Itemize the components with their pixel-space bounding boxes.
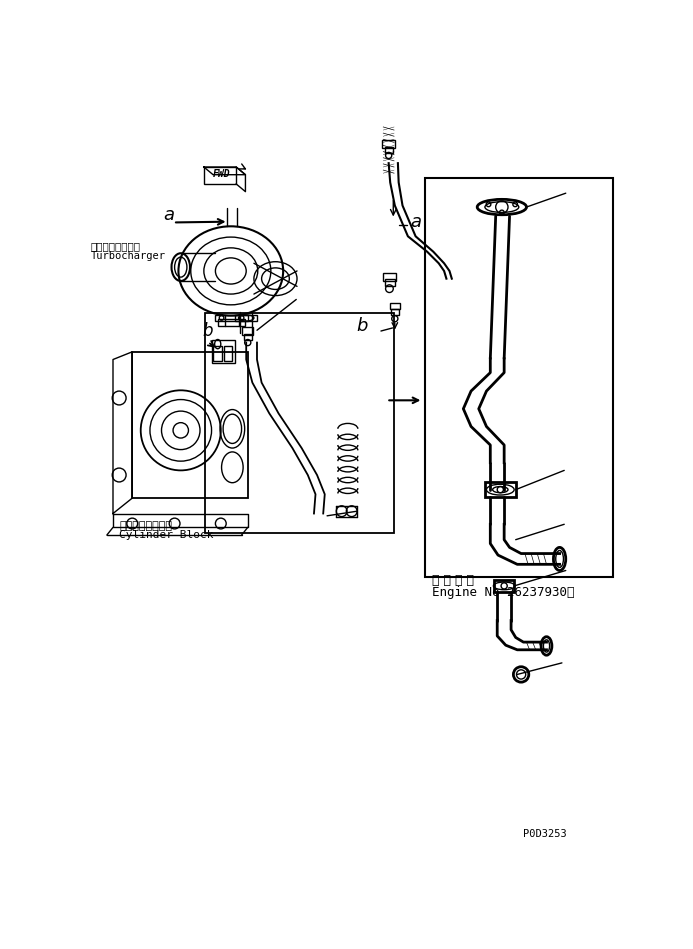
Bar	[425, 177, 613, 577]
Bar	[211, 341, 235, 363]
Text: Turbocharger: Turbocharger	[91, 251, 166, 261]
Bar	[390, 303, 401, 309]
Bar	[383, 273, 396, 281]
Bar	[485, 482, 516, 497]
Bar	[132, 352, 248, 498]
Text: FWD: FWD	[213, 169, 230, 179]
Bar	[385, 147, 392, 153]
Bar	[213, 345, 222, 361]
Text: b: b	[202, 323, 213, 341]
Text: Cylinder Block: Cylinder Block	[119, 530, 213, 540]
Bar	[204, 167, 236, 184]
Bar	[494, 580, 514, 592]
Bar	[383, 140, 395, 148]
Bar	[244, 334, 252, 341]
Text: a: a	[410, 214, 421, 231]
Text: b: b	[356, 317, 368, 335]
Text: a: a	[163, 206, 174, 224]
Text: 適 用 号 機: 適 用 号 機	[432, 574, 474, 587]
Bar	[236, 315, 257, 321]
Bar	[385, 279, 395, 286]
Text: Engine No 26237930〜: Engine No 26237930〜	[432, 586, 574, 599]
Bar	[391, 308, 399, 315]
Bar	[224, 345, 232, 361]
Bar	[216, 315, 248, 321]
Bar	[205, 313, 394, 532]
Text: シリンダブロック: シリンダブロック	[119, 521, 172, 530]
Text: ターボチャージャ: ターボチャージャ	[91, 241, 141, 251]
Text: P0D3253: P0D3253	[523, 828, 567, 839]
Bar	[218, 319, 245, 326]
Bar	[243, 327, 253, 335]
